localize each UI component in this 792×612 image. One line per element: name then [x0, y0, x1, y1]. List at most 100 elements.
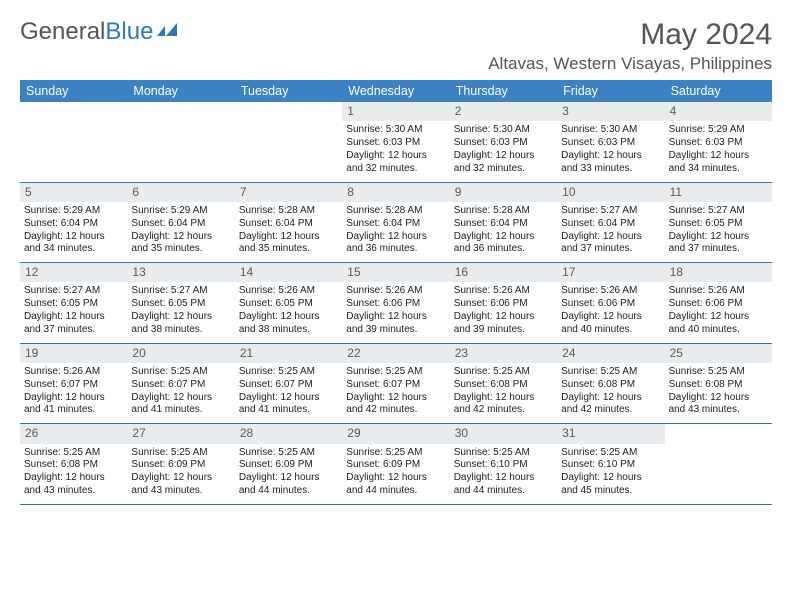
daylight-text: Daylight: 12 hours and 33 minutes.	[561, 150, 660, 176]
day-number: 23	[450, 344, 557, 363]
day-cell-23: 23Sunrise: 5:25 AMSunset: 6:08 PMDayligh…	[450, 344, 557, 424]
weekday-monday: Monday	[127, 80, 234, 102]
day-cell-11: 11Sunrise: 5:27 AMSunset: 6:05 PMDayligh…	[665, 183, 772, 263]
daylight-text: Daylight: 12 hours and 42 minutes.	[346, 392, 445, 418]
day-cell-8: 8Sunrise: 5:28 AMSunset: 6:04 PMDaylight…	[342, 183, 449, 263]
sunset-text: Sunset: 6:03 PM	[561, 137, 660, 150]
daylight-text: Daylight: 12 hours and 40 minutes.	[561, 311, 660, 337]
sunrise-text: Sunrise: 5:28 AM	[346, 205, 445, 218]
sunrise-text: Sunrise: 5:25 AM	[346, 366, 445, 379]
sunrise-text: Sunrise: 5:26 AM	[669, 285, 768, 298]
sunset-text: Sunset: 6:07 PM	[239, 379, 338, 392]
day-number: 4	[665, 102, 772, 121]
sunset-text: Sunset: 6:05 PM	[24, 298, 123, 311]
sunset-text: Sunset: 6:07 PM	[131, 379, 230, 392]
day-number: 19	[20, 344, 127, 363]
day-number: 26	[20, 424, 127, 443]
daylight-text: Daylight: 12 hours and 39 minutes.	[346, 311, 445, 337]
sunset-text: Sunset: 6:09 PM	[131, 459, 230, 472]
day-cell-9: 9Sunrise: 5:28 AMSunset: 6:04 PMDaylight…	[450, 183, 557, 263]
day-number: 14	[235, 263, 342, 282]
sunset-text: Sunset: 6:08 PM	[561, 379, 660, 392]
day-cell-21: 21Sunrise: 5:25 AMSunset: 6:07 PMDayligh…	[235, 344, 342, 424]
daylight-text: Daylight: 12 hours and 32 minutes.	[346, 150, 445, 176]
day-number: 30	[450, 424, 557, 443]
week-row: 19Sunrise: 5:26 AMSunset: 6:07 PMDayligh…	[20, 344, 772, 425]
daylight-text: Daylight: 12 hours and 41 minutes.	[24, 392, 123, 418]
title-block: May 2024 Altavas, Western Visayas, Phili…	[488, 18, 772, 74]
day-cell-25: 25Sunrise: 5:25 AMSunset: 6:08 PMDayligh…	[665, 344, 772, 424]
sunset-text: Sunset: 6:03 PM	[669, 137, 768, 150]
day-cell-6: 6Sunrise: 5:29 AMSunset: 6:04 PMDaylight…	[127, 183, 234, 263]
sunrise-text: Sunrise: 5:30 AM	[454, 124, 553, 137]
sunset-text: Sunset: 6:04 PM	[561, 218, 660, 231]
daylight-text: Daylight: 12 hours and 44 minutes.	[346, 472, 445, 498]
empty-cell	[665, 424, 772, 504]
sunrise-text: Sunrise: 5:26 AM	[346, 285, 445, 298]
sunset-text: Sunset: 6:06 PM	[454, 298, 553, 311]
sunrise-text: Sunrise: 5:29 AM	[131, 205, 230, 218]
brand-part1: General	[20, 18, 105, 46]
daylight-text: Daylight: 12 hours and 34 minutes.	[24, 231, 123, 257]
sunrise-text: Sunrise: 5:25 AM	[669, 366, 768, 379]
daylight-text: Daylight: 12 hours and 38 minutes.	[131, 311, 230, 337]
empty-cell	[127, 102, 234, 182]
day-number: 12	[20, 263, 127, 282]
sunrise-text: Sunrise: 5:25 AM	[239, 447, 338, 460]
day-number: 24	[557, 344, 664, 363]
daylight-text: Daylight: 12 hours and 43 minutes.	[131, 472, 230, 498]
sunrise-text: Sunrise: 5:27 AM	[669, 205, 768, 218]
day-number: 5	[20, 183, 127, 202]
day-number: 6	[127, 183, 234, 202]
daylight-text: Daylight: 12 hours and 37 minutes.	[669, 231, 768, 257]
month-title: May 2024	[488, 18, 772, 52]
day-number: 7	[235, 183, 342, 202]
day-number: 9	[450, 183, 557, 202]
day-cell-15: 15Sunrise: 5:26 AMSunset: 6:06 PMDayligh…	[342, 263, 449, 343]
sunrise-text: Sunrise: 5:26 AM	[24, 366, 123, 379]
day-cell-22: 22Sunrise: 5:25 AMSunset: 6:07 PMDayligh…	[342, 344, 449, 424]
weekday-tuesday: Tuesday	[235, 80, 342, 102]
day-number: 16	[450, 263, 557, 282]
day-number: 1	[342, 102, 449, 121]
daylight-text: Daylight: 12 hours and 42 minutes.	[561, 392, 660, 418]
sunrise-text: Sunrise: 5:28 AM	[454, 205, 553, 218]
day-cell-31: 31Sunrise: 5:25 AMSunset: 6:10 PMDayligh…	[557, 424, 664, 504]
sunset-text: Sunset: 6:08 PM	[454, 379, 553, 392]
sunrise-text: Sunrise: 5:26 AM	[454, 285, 553, 298]
day-number: 15	[342, 263, 449, 282]
sunset-text: Sunset: 6:04 PM	[346, 218, 445, 231]
day-cell-10: 10Sunrise: 5:27 AMSunset: 6:04 PMDayligh…	[557, 183, 664, 263]
weekday-thursday: Thursday	[450, 80, 557, 102]
sunset-text: Sunset: 6:04 PM	[454, 218, 553, 231]
sunset-text: Sunset: 6:08 PM	[669, 379, 768, 392]
day-number: 27	[127, 424, 234, 443]
calendar: SundayMondayTuesdayWednesdayThursdayFrid…	[20, 80, 772, 505]
week-row: 12Sunrise: 5:27 AMSunset: 6:05 PMDayligh…	[20, 263, 772, 344]
sunset-text: Sunset: 6:07 PM	[346, 379, 445, 392]
week-row: 1Sunrise: 5:30 AMSunset: 6:03 PMDaylight…	[20, 102, 772, 183]
daylight-text: Daylight: 12 hours and 35 minutes.	[131, 231, 230, 257]
sunset-text: Sunset: 6:03 PM	[454, 137, 553, 150]
daylight-text: Daylight: 12 hours and 45 minutes.	[561, 472, 660, 498]
sunset-text: Sunset: 6:10 PM	[561, 459, 660, 472]
brand-logo: GeneralBlue	[20, 18, 183, 46]
sunset-text: Sunset: 6:04 PM	[24, 218, 123, 231]
day-cell-13: 13Sunrise: 5:27 AMSunset: 6:05 PMDayligh…	[127, 263, 234, 343]
sunrise-text: Sunrise: 5:25 AM	[454, 447, 553, 460]
day-cell-19: 19Sunrise: 5:26 AMSunset: 6:07 PMDayligh…	[20, 344, 127, 424]
sunset-text: Sunset: 6:03 PM	[346, 137, 445, 150]
sunset-text: Sunset: 6:09 PM	[346, 459, 445, 472]
sunrise-text: Sunrise: 5:27 AM	[24, 285, 123, 298]
day-number: 2	[450, 102, 557, 121]
week-row: 26Sunrise: 5:25 AMSunset: 6:08 PMDayligh…	[20, 424, 772, 505]
daylight-text: Daylight: 12 hours and 40 minutes.	[669, 311, 768, 337]
daylight-text: Daylight: 12 hours and 37 minutes.	[561, 231, 660, 257]
day-cell-17: 17Sunrise: 5:26 AMSunset: 6:06 PMDayligh…	[557, 263, 664, 343]
sunrise-text: Sunrise: 5:30 AM	[346, 124, 445, 137]
day-number: 3	[557, 102, 664, 121]
sunrise-text: Sunrise: 5:28 AM	[239, 205, 338, 218]
sunset-text: Sunset: 6:05 PM	[239, 298, 338, 311]
day-cell-30: 30Sunrise: 5:25 AMSunset: 6:10 PMDayligh…	[450, 424, 557, 504]
sunrise-text: Sunrise: 5:26 AM	[561, 285, 660, 298]
